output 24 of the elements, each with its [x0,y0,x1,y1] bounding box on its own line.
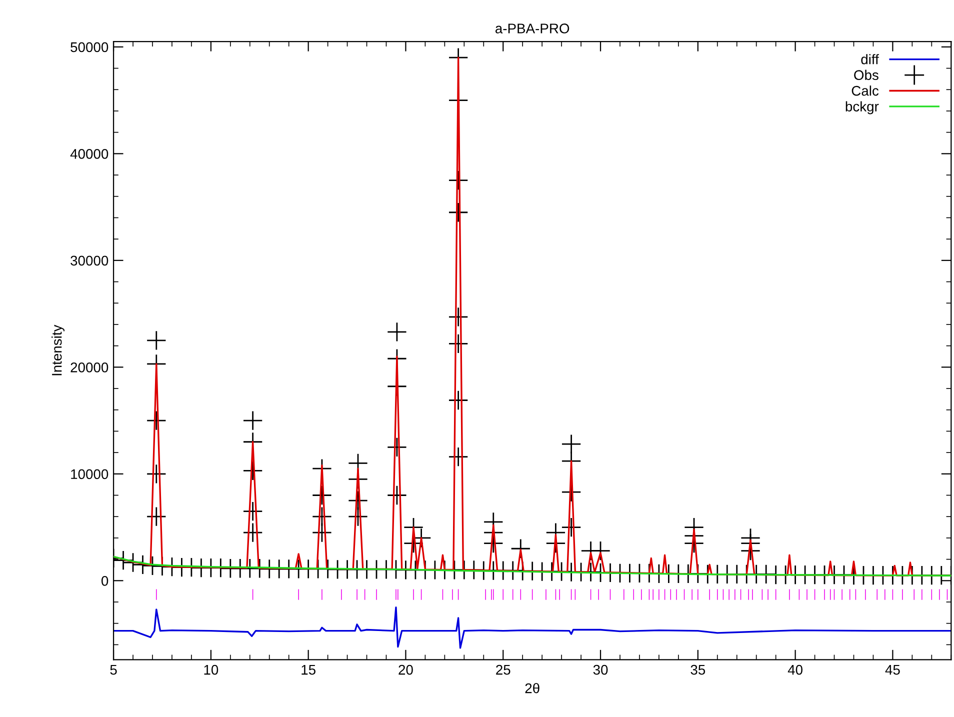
y-tick-label: 30000 [70,256,108,266]
legend-label: Calc [852,86,879,96]
x-tick-label: 45 [885,665,900,675]
x-axis-title: 2θ [525,683,540,694]
x-tick-label: 10 [204,664,218,675]
x-tick-label: 5 [110,665,117,675]
x-tick-label: 30 [593,664,608,675]
chart-title: a-PBA-PRO [495,24,570,34]
x-tick-label: 20 [398,664,413,675]
y-axis-title: Intensity [52,324,64,376]
x-tick-label: 15 [302,665,316,675]
line-series [114,556,952,576]
line-series [114,606,952,649]
x-tick-label: 35 [690,664,706,675]
y-tick-label: 10000 [71,469,108,480]
legend-label: bckgr [846,101,879,114]
y-tick-label: 20000 [70,362,108,372]
legend-label: Obs [854,70,878,80]
legend-label: diff [861,54,879,64]
x-tick-label: 25 [496,664,510,675]
y-tick-label: 50000 [70,42,108,52]
y-tick-label: 0 [101,576,108,586]
x-tick-label: 40 [788,664,802,675]
y-tick-label: 40000 [70,149,108,159]
